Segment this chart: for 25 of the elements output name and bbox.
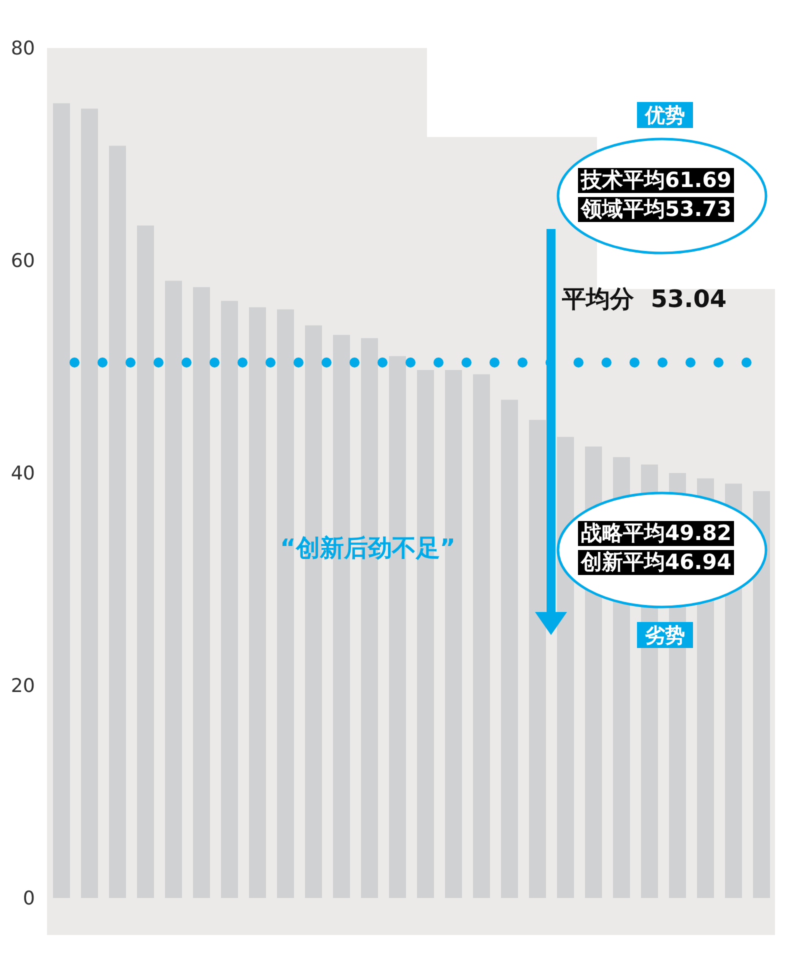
annotation: “创新后劲不足” — [280, 533, 456, 564]
bar — [753, 491, 770, 898]
y-tick-label: 80 — [10, 38, 35, 60]
bar — [193, 287, 210, 898]
y-tick-label: 20 — [10, 675, 35, 698]
y-tick-label: 40 — [10, 462, 35, 485]
bar — [277, 309, 294, 898]
bar — [137, 225, 154, 898]
bar — [501, 400, 518, 898]
bar — [165, 280, 182, 898]
bar — [249, 307, 266, 898]
bar — [473, 374, 490, 898]
annotation: 战略平均49.82 — [578, 521, 734, 546]
annotation: 优势 — [637, 102, 693, 128]
annotation: 技术平均61.69 — [578, 168, 734, 193]
annotation: 领域平均53.73 — [578, 197, 734, 222]
bar — [221, 300, 238, 898]
bar — [81, 108, 98, 898]
y-tick-label: 0 — [22, 888, 35, 910]
bar — [53, 103, 70, 898]
annotation: 平均分 53.04 — [562, 284, 727, 314]
y-tick-label: 60 — [10, 250, 35, 272]
bar — [109, 146, 126, 898]
annotation: 创新平均46.94 — [578, 550, 734, 575]
annotation: 劣势 — [637, 622, 693, 648]
